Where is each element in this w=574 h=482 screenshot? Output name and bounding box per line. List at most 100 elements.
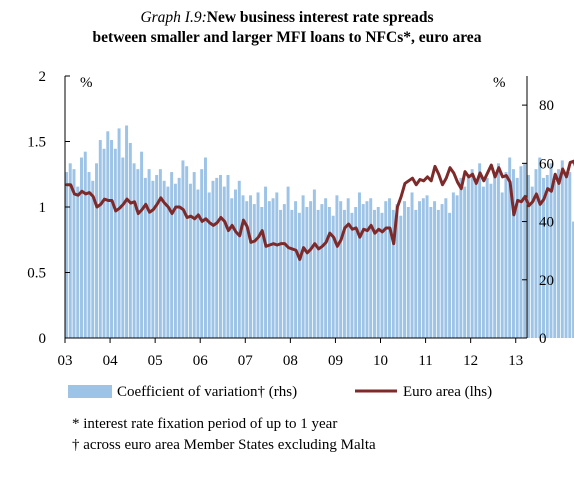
x-tick-label: 05 (148, 353, 163, 369)
bar (83, 151, 87, 338)
legend: Coefficient of variation† (rhs) Euro are… (68, 384, 492, 400)
bar (470, 169, 474, 338)
x-tick-label: 13 (508, 353, 523, 369)
right-tick-label: 80 (539, 98, 554, 114)
bar (354, 207, 358, 338)
bar (496, 163, 500, 338)
title-line2: between smaller and larger MFI loans to … (92, 29, 482, 46)
bar (136, 169, 140, 338)
bar (361, 204, 365, 338)
bar (391, 209, 395, 338)
bar (553, 180, 557, 338)
bar (380, 212, 384, 338)
left-tick-label: 0 (39, 331, 47, 347)
bar (481, 186, 485, 338)
bar (245, 201, 249, 338)
legend-line-label: Euro area (lhs) (403, 384, 492, 400)
bar (425, 195, 429, 338)
right-axis-unit: % (493, 75, 506, 91)
bar (80, 157, 83, 338)
bar (433, 201, 437, 338)
bar (515, 177, 519, 338)
bar (534, 169, 538, 338)
left-tick-label: 1 (39, 200, 47, 216)
x-tick-label: 10 (373, 353, 388, 369)
x-tick-label: 09 (328, 353, 343, 369)
x-tick-label: 03 (58, 353, 73, 369)
bar (275, 192, 279, 338)
bar (113, 148, 117, 338)
bar (102, 148, 106, 338)
bar (508, 157, 512, 338)
x-tick-label: 07 (238, 353, 254, 369)
bar (324, 198, 328, 338)
bar (399, 215, 403, 338)
bar (448, 212, 452, 338)
bar (177, 177, 181, 338)
bar (459, 177, 463, 338)
bar (132, 163, 136, 338)
left-tick-label: 1.5 (27, 135, 46, 151)
bar (249, 195, 253, 338)
bar (485, 177, 489, 338)
bar (572, 221, 574, 338)
bar (305, 207, 309, 338)
bar (365, 201, 369, 338)
bar (500, 192, 504, 338)
bar (339, 201, 343, 338)
bar (320, 204, 324, 338)
x-tick-label: 06 (193, 353, 209, 369)
bar (279, 209, 283, 338)
bar (230, 198, 234, 338)
bar (466, 174, 470, 338)
bar (173, 183, 177, 338)
bar (395, 204, 399, 338)
bar (234, 189, 237, 338)
right-tick-label: 20 (539, 273, 554, 289)
bar (410, 192, 414, 338)
bar (406, 207, 410, 338)
bar (568, 172, 572, 338)
x-tick-label: 11 (418, 353, 432, 369)
bar (211, 180, 215, 338)
legend-bar-swatch (68, 385, 112, 398)
bar (418, 201, 422, 338)
bar (158, 169, 162, 338)
bar (350, 212, 354, 338)
bar (219, 174, 222, 338)
bar (335, 195, 339, 338)
bar (342, 209, 346, 338)
bar (309, 201, 313, 338)
bar (545, 174, 549, 338)
x-tick-label: 08 (283, 353, 298, 369)
bar (316, 209, 320, 338)
bar (215, 177, 219, 338)
bar (369, 198, 373, 338)
footnote-member-states: † across euro area Member States excludi… (72, 437, 376, 453)
bar (312, 189, 316, 338)
bar (290, 209, 294, 338)
bar (147, 169, 151, 338)
bar (294, 201, 298, 338)
bar (384, 201, 388, 338)
x-tick-label: 04 (103, 353, 119, 369)
bar (222, 186, 226, 338)
bar (444, 198, 448, 338)
bar (65, 172, 68, 338)
bar (414, 209, 418, 338)
bar (196, 189, 200, 338)
bar (241, 195, 245, 338)
bar (151, 180, 155, 338)
bar (76, 186, 80, 338)
right-tick-label: 60 (539, 156, 554, 172)
bar (451, 192, 455, 338)
bar (403, 201, 407, 338)
bar (188, 183, 192, 338)
bar (346, 198, 350, 338)
bar (527, 174, 530, 338)
bar (121, 157, 125, 338)
bar (560, 160, 564, 338)
bar (110, 140, 114, 338)
bar (504, 172, 508, 338)
